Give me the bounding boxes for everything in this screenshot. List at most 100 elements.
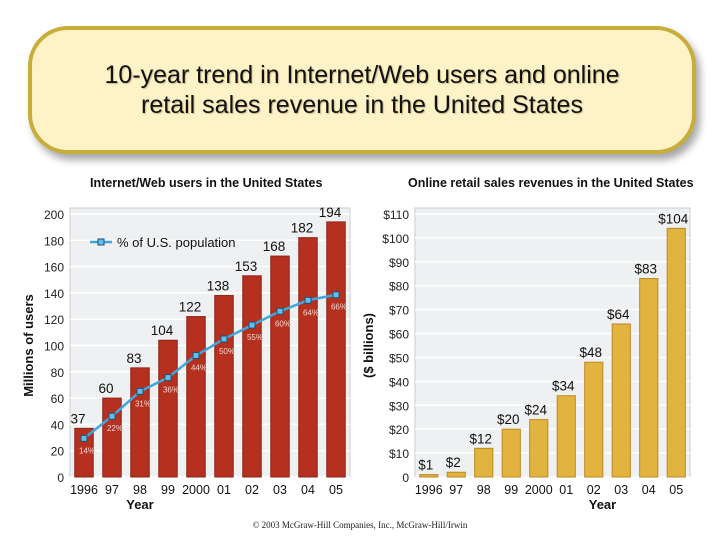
users-data-label: 104 (151, 323, 174, 338)
revenue-y-tick-label: $110 (383, 208, 409, 222)
users-bar (158, 339, 178, 478)
users-percent-point (136, 387, 144, 395)
revenue-y-tick-label: $90 (389, 256, 409, 270)
users-chart-title: Internet/Web users in the United States (90, 176, 323, 190)
users-bar (130, 367, 150, 478)
revenue-bar (584, 361, 604, 478)
users-percent-label: 22% (107, 424, 123, 433)
users-percent-label: 55% (247, 333, 263, 342)
revenue-bar (556, 395, 576, 478)
users-x-axis-label: Year (126, 497, 153, 512)
users-percent-label: 44% (191, 363, 207, 372)
title-line-2: retail sales revenue in the United State… (141, 91, 583, 119)
revenue-data-label: $12 (469, 431, 492, 446)
users-bar (74, 427, 94, 478)
revenue-x-tick-label: 97 (449, 483, 463, 497)
revenue-bar (501, 428, 521, 478)
users-data-label: 182 (291, 221, 314, 236)
users-data-label: 60 (98, 381, 113, 396)
revenue-data-label: $24 (524, 403, 547, 418)
users-percent-point (192, 351, 200, 359)
revenue-data-label: $64 (607, 307, 630, 322)
users-bar (326, 221, 346, 478)
users-percent-point (332, 291, 340, 299)
revenue-chart-title: Online retail sales revenues in the Unit… (408, 176, 694, 190)
users-percent-point (276, 307, 284, 315)
revenue-x-tick-label: 1996 (415, 483, 443, 497)
revenue-bar (474, 447, 494, 478)
users-y-axis-label: Millions of users (21, 294, 36, 397)
copyright-footer: © 2003 McGraw-Hill Companies, Inc., McGr… (252, 520, 468, 530)
users-y-tick-label: 40 (51, 418, 65, 432)
revenue-x-tick-label: 99 (504, 483, 518, 497)
users-y-tick-label: 120 (44, 313, 64, 327)
revenue-y-tick-label: $60 (389, 328, 409, 342)
users-percent-point (80, 434, 88, 442)
users-y-tick-label: 0 (57, 471, 64, 485)
users-percent-label: 36% (163, 386, 179, 395)
users-x-tick-label: 02 (245, 483, 259, 497)
revenue-x-axis-label: Year (589, 497, 616, 512)
users-bar (102, 397, 122, 478)
revenue-y-tick-label: $80 (389, 280, 409, 294)
users-x-tick-label: 05 (329, 483, 343, 497)
revenue-y-tick-label: $20 (389, 423, 409, 437)
users-y-tick-label: 200 (44, 208, 64, 222)
users-data-label: 194 (319, 205, 342, 220)
users-y-tick-label: 20 (51, 445, 65, 459)
revenue-y-tick-label: $40 (389, 375, 409, 389)
users-percent-label: 66% (331, 303, 347, 312)
revenue-bar (666, 227, 686, 478)
users-percent-label: 50% (219, 347, 235, 356)
users-chart: 0204060801001201401601802003760831041221… (21, 205, 351, 512)
revenue-data-label: $34 (552, 379, 575, 394)
revenue-y-tick-label: $100 (382, 232, 409, 246)
users-x-tick-label: 03 (273, 483, 287, 497)
revenue-x-tick-label: 04 (642, 483, 656, 497)
revenue-data-label: $2 (446, 455, 461, 470)
users-y-tick-label: 60 (51, 392, 65, 406)
users-bar (298, 237, 318, 478)
revenue-y-tick-label: $50 (389, 351, 409, 365)
users-percent-label: 64% (303, 308, 319, 317)
users-y-tick-label: 100 (44, 340, 64, 354)
revenue-data-label: $83 (634, 262, 657, 277)
users-y-tick-label: 160 (44, 261, 64, 275)
users-bar (242, 275, 262, 478)
legend-label: % of U.S. population (117, 235, 236, 250)
users-percent-label: 14% (79, 446, 95, 455)
title-line-1: 10-year trend in Internet/Web users and … (104, 61, 620, 89)
users-x-tick-label: 1996 (70, 483, 98, 497)
revenue-y-tick-label: $70 (389, 304, 409, 318)
revenue-data-label: $20 (497, 412, 520, 427)
revenue-bar (639, 278, 659, 478)
users-percent-point (220, 335, 228, 343)
revenue-x-tick-label: 02 (587, 483, 601, 497)
users-x-tick-label: 04 (301, 483, 315, 497)
revenue-x-tick-label: 03 (614, 483, 628, 497)
users-bar (214, 295, 234, 478)
revenue-x-tick-label: 01 (559, 483, 573, 497)
users-percent-point (164, 374, 172, 382)
users-y-tick-label: 140 (44, 287, 64, 301)
revenue-x-tick-label: 98 (477, 483, 491, 497)
revenue-chart: 0 $10 $20 $30 $40 $50 $60 $70 $80 $90 $100 $110 $1 $2… (361, 207, 691, 512)
users-data-label: 83 (126, 351, 141, 366)
revenue-x-tick-label: 05 (669, 483, 683, 497)
users-data-label: 153 (235, 259, 258, 274)
users-data-label: 122 (179, 300, 202, 315)
users-data-label: 37 (70, 411, 85, 426)
users-percent-label: 60% (275, 319, 291, 328)
users-percent-line (83, 293, 337, 440)
users-y-tick-label: 80 (51, 366, 65, 380)
revenue-bar (419, 474, 439, 478)
revenue-data-label: $1 (418, 458, 433, 473)
legend-point-marker (97, 238, 105, 246)
revenue-y-tick-label: $30 (389, 399, 409, 413)
revenue-y-tick-label: $10 (389, 447, 409, 461)
users-percent-point (248, 321, 256, 329)
users-x-tick-label: 01 (217, 483, 231, 497)
users-percent-point (108, 412, 116, 420)
revenue-x-tick-label: 2000 (525, 483, 553, 497)
users-bar (186, 316, 206, 478)
